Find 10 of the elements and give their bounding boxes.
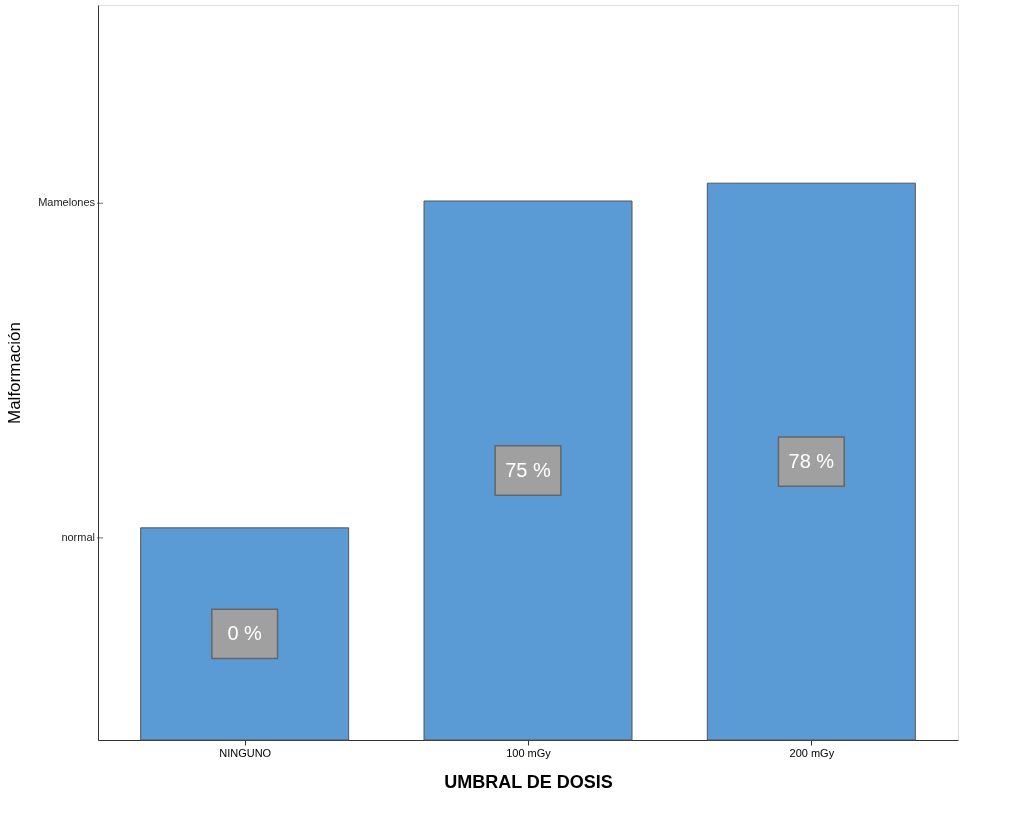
annotation: 75 %: [505, 458, 552, 481]
y-axis-title: Malformación: [4, 321, 24, 425]
text: normal: [61, 530, 95, 543]
x-tick-label: NINGUNO: [219, 746, 272, 759]
x-tick-label: 100 mGy: [506, 746, 552, 759]
text: Mamelones: [38, 196, 96, 209]
x-tick-label: 200 mGy: [789, 746, 835, 759]
annotation: 0 %: [227, 621, 263, 644]
annotation: 78 %: [788, 449, 835, 472]
x-axis-title: UMBRAL DE DOSIS: [444, 771, 613, 792]
